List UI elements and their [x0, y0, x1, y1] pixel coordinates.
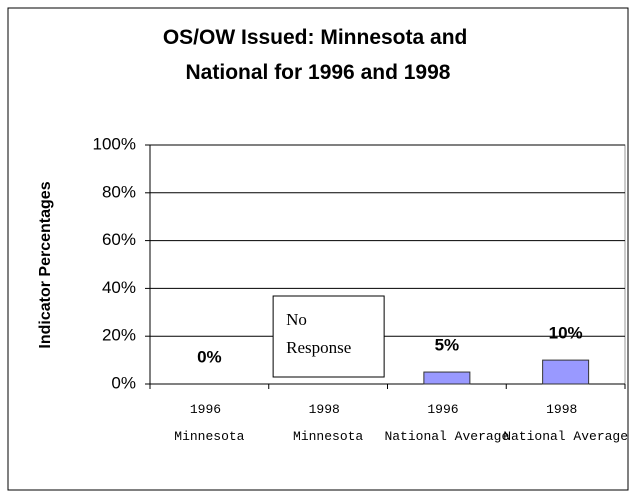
y-tick-label: 80%	[102, 182, 136, 201]
y-tick-label: 0%	[111, 373, 136, 392]
y-tick-label: 20%	[102, 326, 136, 345]
x-tick-label: 1998 Minnesota	[293, 402, 363, 444]
data-label: 5%	[435, 336, 460, 355]
data-label: 10%	[549, 324, 583, 343]
bar	[423, 371, 471, 385]
y-tick-label: 60%	[102, 230, 136, 249]
x-tick-label: 1998 National Average	[503, 402, 628, 444]
data-label: 0%	[197, 347, 222, 366]
y-tick-label: 40%	[102, 278, 136, 297]
annotation-box	[272, 295, 385, 378]
chart-title: OS/OW Issued: Minnesota and National for…	[163, 26, 473, 84]
y-tick-label: 100%	[93, 134, 136, 153]
x-tick-label: 1996 Minnesota	[174, 402, 244, 444]
bar	[542, 359, 590, 385]
x-tick-label: 1996 National Average	[384, 402, 509, 444]
y-axis-label: Indicator Percentages	[37, 181, 54, 348]
annotation: No Response	[286, 310, 351, 357]
plot-area	[149, 144, 626, 385]
